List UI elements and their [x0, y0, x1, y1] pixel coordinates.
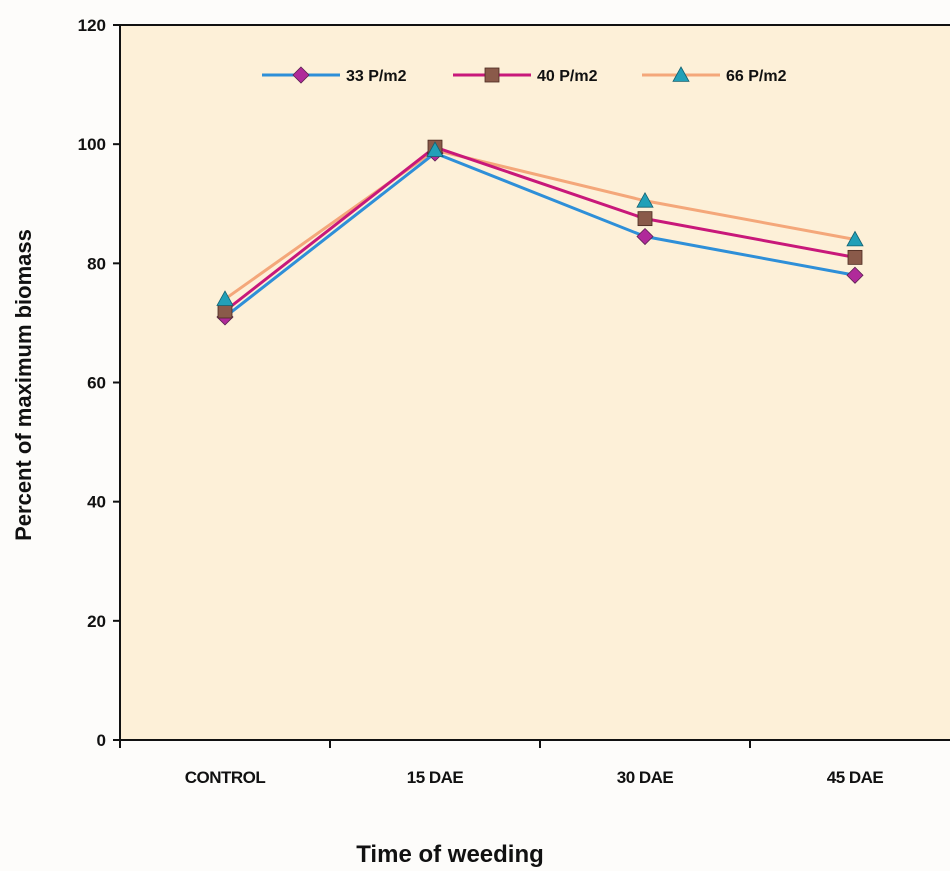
diamond-marker — [636, 227, 654, 246]
series-line — [224, 145, 856, 313]
diamond-marker — [846, 266, 864, 284]
square-marker — [847, 249, 863, 265]
y-tick-label: 60 — [87, 374, 106, 393]
y-axis-title: Percent of maximum biomass — [11, 229, 36, 541]
legend-label: 33 P/m2 — [346, 68, 407, 85]
x-tick-label: 30 DAE — [617, 768, 674, 787]
x-tick-label: 15 DAE — [407, 768, 464, 787]
legend-label: 66 P/m2 — [726, 68, 787, 85]
square-marker — [217, 303, 233, 319]
y-tick-label: 20 — [87, 612, 106, 631]
triangle-marker — [636, 191, 654, 208]
x-axis-ticks: CONTROL 15 DAE 30 DAE 45 DAE — [119, 740, 884, 787]
diamond-marker — [292, 66, 310, 84]
y-tick-label: 40 — [87, 493, 106, 512]
triangle-marker — [846, 230, 864, 247]
series-layer — [216, 139, 864, 326]
y-tick-label: 100 — [78, 135, 106, 154]
triangle-marker — [216, 290, 234, 306]
square-marker — [637, 211, 653, 227]
legend: 33 P/m2 40 P/m2 66 P/m2 — [262, 66, 787, 85]
square-marker — [484, 67, 500, 83]
y-tick-label: 0 — [97, 731, 106, 750]
triangle-marker — [426, 141, 444, 157]
legend-label: 40 P/m2 — [537, 68, 598, 85]
x-axis-title: Time of weeding — [356, 841, 544, 868]
series-line — [224, 148, 856, 301]
y-tick-label: 120 — [78, 16, 106, 35]
series-line — [224, 151, 856, 319]
triangle-marker — [672, 66, 690, 82]
y-axis-ticks: 0 20 40 60 80 100 120 — [78, 16, 120, 750]
x-tick-label: CONTROL — [185, 768, 266, 787]
plot-area — [120, 25, 950, 740]
x-tick-label: 45 DAE — [827, 768, 884, 787]
y-tick-label: 80 — [87, 254, 106, 273]
